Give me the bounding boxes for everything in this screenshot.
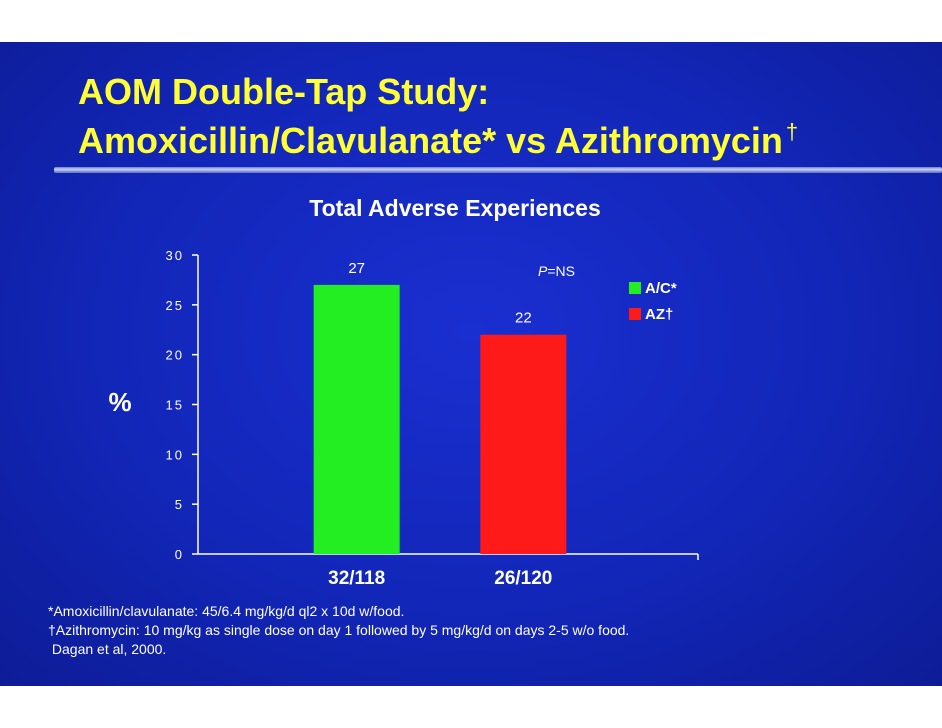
- y-tick-label: 25: [166, 298, 184, 313]
- y-axis-label: %: [108, 387, 131, 417]
- y-tick-label: 5: [175, 497, 184, 512]
- chart-title: Total Adverse Experiences: [309, 195, 600, 221]
- legend-swatch: [629, 282, 641, 294]
- footnote-amoxicillin: *Amoxicillin/clavulanate: 45/6.4 mg/kg/d…: [48, 603, 405, 619]
- x-category-label: 26/120: [494, 568, 552, 589]
- p-rest: =NS: [547, 263, 575, 279]
- title-line-2: Amoxicillin/Clavulanate* vs Azithromycin…: [78, 112, 938, 161]
- title-divider: [54, 167, 942, 173]
- legend-swatch: [629, 308, 641, 320]
- y-tick-label: 10: [166, 447, 184, 462]
- x-category-label: 32/118: [328, 568, 385, 589]
- legend-label: AZ†: [645, 306, 673, 323]
- title-dagger: †: [785, 119, 799, 144]
- y-tick-label: 15: [166, 398, 184, 413]
- title-line-1: AOM Double-Tap Study:: [78, 71, 490, 112]
- footnote-citation: Dagan et al, 2000.: [48, 641, 167, 657]
- footnote-azithromycin: †Azithromycin: 10 mg/kg as single dose o…: [48, 622, 630, 638]
- p-italic: P: [538, 263, 548, 279]
- bar-value-label: 27: [348, 260, 365, 277]
- y-tick-label: 0: [175, 547, 184, 562]
- legend-label: A/C*: [645, 280, 677, 297]
- p-value-annotation: P=NS: [538, 263, 575, 279]
- footnotes: *Amoxicillin/clavulanate: 45/6.4 mg/kg/d…: [48, 602, 629, 659]
- bar-ac: [313, 284, 400, 554]
- y-tick-label: 30: [166, 248, 184, 263]
- bar-value-label: 22: [515, 310, 532, 327]
- slide-title: AOM Double-Tap Study: Amoxicillin/Clavul…: [78, 72, 938, 161]
- title-line-2-text: Amoxicillin/Clavulanate* vs Azithromycin: [78, 120, 783, 161]
- y-tick-label: 20: [166, 348, 184, 363]
- slide: AOM Double-Tap Study: Amoxicillin/Clavul…: [0, 42, 942, 686]
- bar-chart: Total Adverse Experiences % 0 5 10 15 20 25 30…: [108, 195, 699, 589]
- bar-az: [480, 334, 567, 554]
